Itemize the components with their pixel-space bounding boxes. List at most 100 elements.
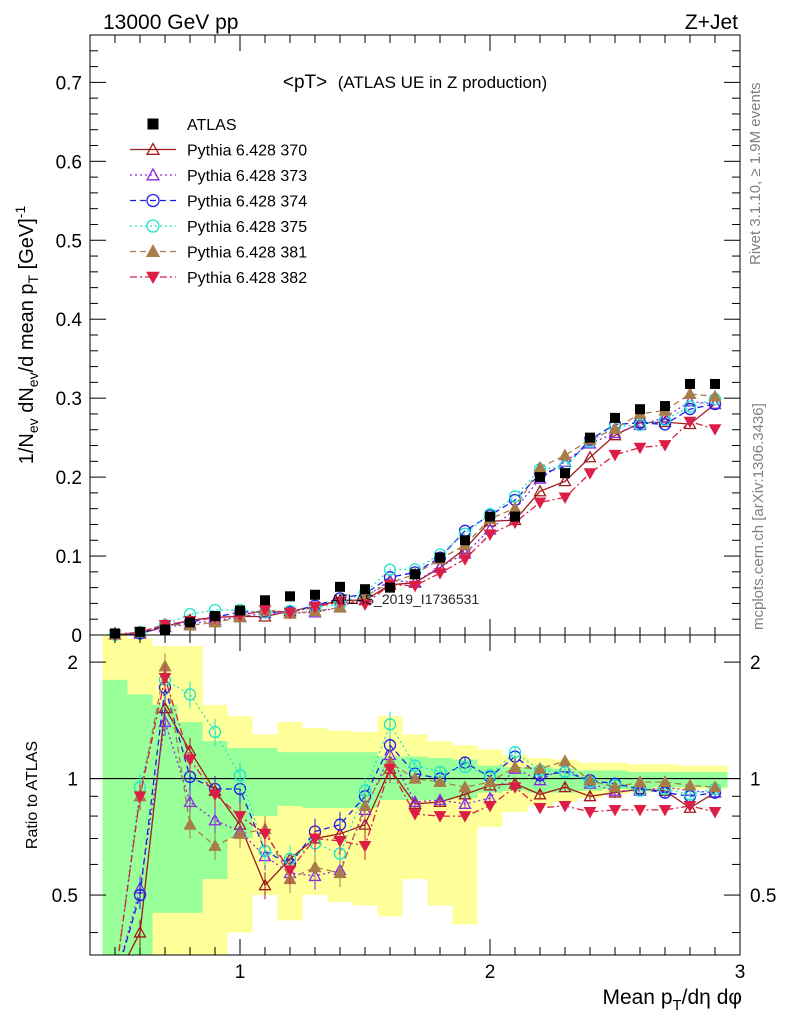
- ratio-series-point: [533, 802, 547, 815]
- atlas-data-points: [110, 378, 720, 639]
- main-series-point: [258, 609, 272, 622]
- main-series-point: [283, 607, 297, 620]
- ratio-tick-label: 0.5: [52, 886, 78, 907]
- ratio-series-point: [258, 828, 272, 841]
- ratio-series-point: [183, 795, 197, 808]
- y-tick-label: 0.4: [56, 310, 83, 331]
- ratio-series-5: [117, 653, 722, 955]
- ratio-series-point: [458, 797, 472, 809]
- ratio-series-point: [508, 760, 522, 773]
- y-tick-label: 0.3: [56, 389, 82, 410]
- main-series-point: [583, 450, 597, 463]
- main-series-point: [608, 421, 622, 434]
- legend: ATLAS Pythia 6.428 370 Pythia 6.428 373 Pyt…: [130, 117, 307, 287]
- ratio-tick-label-right: 2: [750, 653, 761, 674]
- ratio-tick-label-right: 0.5: [750, 886, 776, 907]
- atlas-data-point: [485, 511, 495, 522]
- x-tick-label: 3: [735, 962, 746, 983]
- main-series-point: [633, 418, 647, 431]
- ratio-series-point: [508, 782, 522, 794]
- legend-label: Pythia 6.428 370: [187, 143, 307, 160]
- atlas-data-point: [135, 626, 145, 637]
- ratio-series-point: [433, 811, 447, 823]
- ratio-tick-label: 2: [67, 653, 78, 674]
- atlas-data-point: [410, 569, 420, 580]
- atlas-data-point: [110, 628, 120, 639]
- ratio-series-point: [533, 787, 547, 800]
- x-tick-label: 1: [235, 962, 246, 983]
- ratio-series-point: [558, 800, 572, 813]
- ratio-series-point: [708, 807, 722, 819]
- legend-marker: [145, 167, 161, 181]
- ratio-series-point: [233, 769, 247, 782]
- ratio-series-point: [158, 715, 172, 728]
- green-band-bin: [102, 679, 128, 955]
- y-axis-label: 1/Nev dNev/d mean pT [GeV]-1: [12, 206, 41, 465]
- legend-label: Pythia 6.428 381: [187, 245, 307, 262]
- atlas-data-point: [435, 552, 445, 563]
- atlas-data-point: [585, 432, 595, 443]
- legend-label: Pythia 6.428 374: [187, 194, 307, 211]
- ratio-series-point: [558, 780, 572, 793]
- y-tick-label: 0.1: [56, 547, 82, 568]
- ratio-series-point: [558, 754, 572, 767]
- legend-marker: [145, 244, 161, 257]
- ratio-series-point: [133, 888, 147, 902]
- ratio-series-point: [233, 826, 247, 839]
- ratio-series-point: [583, 807, 597, 819]
- ratio-series-point: [558, 765, 572, 779]
- legend-marker: [145, 142, 161, 155]
- ratio-series-point: [258, 878, 272, 891]
- ratio-series-point: [208, 789, 222, 801]
- rivet-label: Rivet 3.1.10, ≥ 1.9M events: [747, 83, 764, 266]
- main-series-point: [708, 389, 722, 402]
- x-axis-label: Mean pT/dη dφ: [602, 986, 742, 1014]
- ratio-series-group: [117, 653, 722, 955]
- main-series-point: [358, 599, 372, 611]
- atlas-data-point: [160, 624, 170, 635]
- ratio-series-point: [208, 725, 222, 739]
- mcplots-label: mcplots.cern.ch [arXiv:1306.3436]: [750, 403, 767, 630]
- ratio-series-point: [408, 795, 422, 808]
- main-series-group: [108, 378, 722, 642]
- atlas-data-point: [360, 584, 370, 595]
- main-series-point: [558, 448, 572, 461]
- ratio-series-point: [358, 799, 372, 811]
- main-series-point: [633, 418, 647, 432]
- green-band-bin: [302, 752, 328, 808]
- y-tick-label: 0.5: [56, 231, 82, 252]
- main-series-point: [258, 605, 272, 617]
- main-series-point: [458, 554, 472, 566]
- atlas-data-point: [660, 401, 670, 412]
- ratio-series-point: [633, 775, 647, 788]
- atlas-data-point: [310, 589, 320, 600]
- ratio-tick-label: 1: [67, 770, 78, 791]
- ratio-series-point: [433, 795, 447, 808]
- ratio-axes: 0.5 0.5 1 1 2 2 1 2 3: [52, 635, 776, 983]
- atlas-data-point: [510, 511, 520, 522]
- ratio-series-point: [283, 865, 297, 877]
- main-series-point: [683, 387, 697, 400]
- ratio-series-point: [158, 673, 172, 685]
- legend-marker: [146, 271, 160, 285]
- ratio-series-point: [408, 809, 422, 821]
- ratio-series-point: [308, 833, 322, 846]
- main-axes: 0 0.1 0.2 0.3 0.4 0.5 0.6 0.7: [56, 35, 740, 647]
- ratio-series-point: [358, 840, 372, 853]
- atlas-data-point: [710, 378, 720, 389]
- chart-title: <pT> (ATLAS UE in Z production): [283, 72, 547, 93]
- ratio-series-point: [483, 775, 497, 788]
- atlas-data-point: [185, 617, 195, 628]
- legend-label: Pythia 6.428 382: [187, 270, 307, 287]
- ratio-panel-frame: [89, 634, 741, 956]
- ratio-series-point: [183, 688, 197, 701]
- y-tick-label: 0.7: [56, 73, 82, 94]
- main-series-point: [408, 580, 422, 593]
- chart-subtitle: (ATLAS UE in Z production): [338, 73, 547, 92]
- ratio-series-point: [458, 811, 472, 823]
- main-series-point: [683, 416, 697, 429]
- main-series-point: [608, 428, 622, 441]
- ratio-series-point: [633, 804, 647, 817]
- ratio-series-point: [608, 780, 622, 793]
- atlas-data-point: [285, 591, 295, 602]
